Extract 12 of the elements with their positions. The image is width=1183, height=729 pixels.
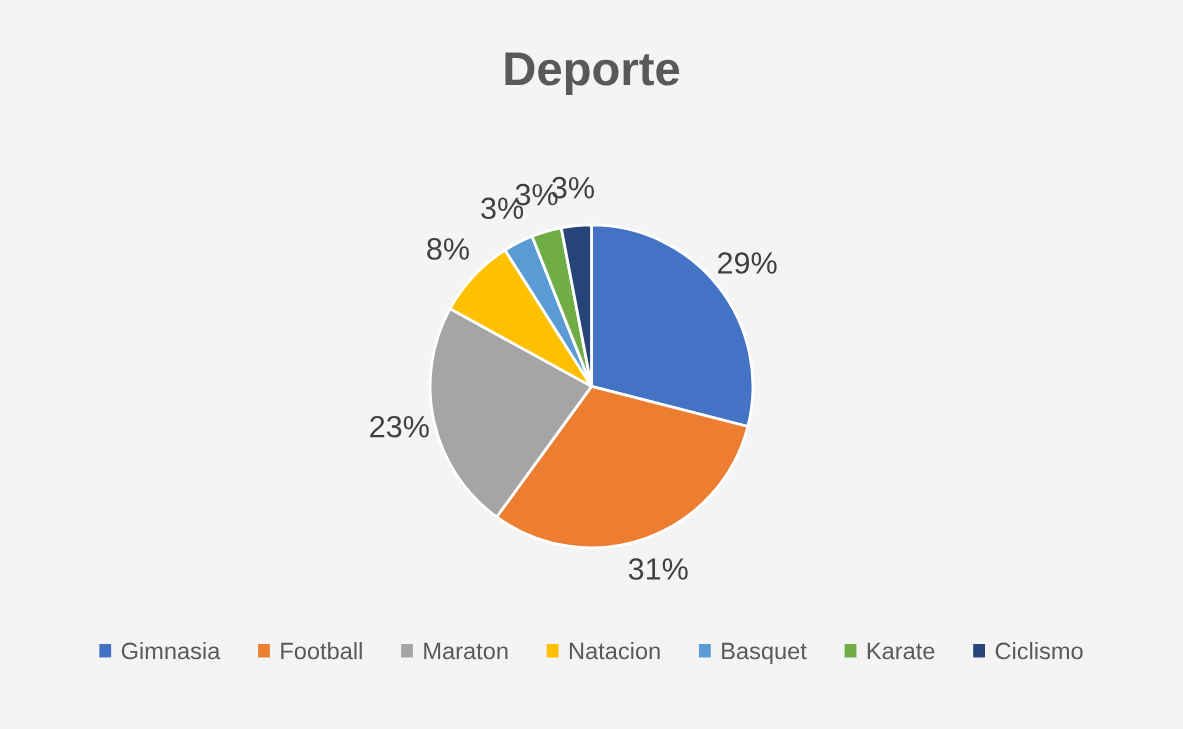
chart-title: Deporte <box>505 52 680 95</box>
legend-label: Gimnasia <box>121 642 221 660</box>
legend-label: Natacion <box>569 642 660 660</box>
legend-label: Basquet <box>722 642 807 665</box>
legend-label: Maraton <box>424 642 508 660</box>
legend-label: Football <box>281 642 362 660</box>
data-label: 23% <box>370 415 429 438</box>
data-label: 31% <box>628 558 688 580</box>
legend-label: Ciclismo <box>995 642 1083 660</box>
legend-label: Karate <box>867 642 935 660</box>
data-label: 29% <box>718 252 777 274</box>
data-label: 8% <box>427 238 469 260</box>
